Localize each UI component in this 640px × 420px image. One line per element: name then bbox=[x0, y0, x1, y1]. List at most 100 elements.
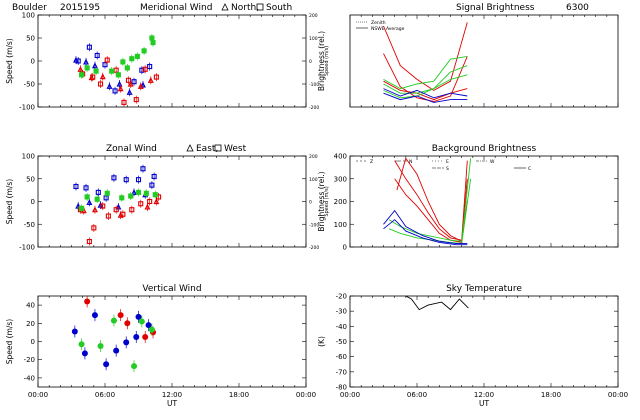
vertical-wind-panel: 40 20 0 -20 -40 Speed (m/s) 00:00 06:00 12:00 18:… bbox=[5, 284, 316, 408]
chart-title: Sky Temperature bbox=[446, 284, 522, 294]
x-tick-label: 12:00 bbox=[474, 391, 494, 399]
y-tick-label: 400 bbox=[334, 153, 347, 161]
y-right-axis-label: Speed (m/s) bbox=[324, 186, 330, 216]
y-tick-label: 300 bbox=[334, 175, 347, 183]
meridional-wind-panel: 100 50 0 -50 -100 200 100 0 -100 -200 Speed (m/s) S… bbox=[5, 3, 330, 112]
series-line bbox=[383, 65, 468, 94]
y-right-tick-label: 200 bbox=[309, 154, 318, 160]
data-point bbox=[133, 333, 140, 340]
data-point bbox=[142, 333, 149, 340]
plot-frame bbox=[37, 295, 307, 388]
legend-label: Z bbox=[370, 159, 373, 165]
data-point bbox=[97, 343, 104, 350]
plot-frame bbox=[349, 155, 619, 248]
series-line bbox=[394, 178, 468, 243]
zonal-wind-panel: 100 50 0 -50 -100 200 100 0 -100 -200 Speed (m/s) S… bbox=[5, 144, 330, 252]
y-tick-label: 100 bbox=[22, 153, 35, 161]
triangle-legend-icon bbox=[221, 3, 229, 11]
data-point bbox=[71, 328, 78, 335]
legend-label: W bbox=[490, 159, 495, 165]
series-line bbox=[383, 74, 468, 99]
y-right-tick-label: -200 bbox=[309, 245, 319, 251]
legend-west: West bbox=[224, 144, 247, 154]
data-point bbox=[138, 318, 145, 325]
y-right-tick-label: -100 bbox=[309, 82, 319, 88]
y-tick-label: -50 bbox=[336, 338, 347, 346]
legend-nswe: NSWE Average bbox=[371, 26, 405, 32]
y-axis-label: Speed (m/s) bbox=[5, 38, 14, 84]
triangle-legend-icon bbox=[186, 144, 194, 152]
data-point bbox=[103, 361, 110, 368]
y-axis-label: Brightness (rel.) bbox=[317, 31, 326, 91]
x-tick-label: 00:00 bbox=[28, 391, 48, 399]
y-tick-label: -40 bbox=[24, 374, 35, 382]
y-tick-label: 0 bbox=[31, 338, 35, 346]
y-tick-label: -20 bbox=[24, 356, 35, 364]
series-line bbox=[383, 80, 468, 101]
data-point bbox=[110, 317, 117, 324]
y-right-tick-label: 0 bbox=[309, 59, 312, 65]
legend-label: S bbox=[446, 166, 449, 172]
y-tick-label: 50 bbox=[26, 35, 35, 43]
legend-label: N bbox=[409, 159, 412, 165]
chart-title-wavelength: 6300 bbox=[566, 3, 589, 13]
series-line bbox=[405, 295, 469, 311]
x-axis-label: UT bbox=[167, 399, 177, 408]
square-legend-icon bbox=[214, 144, 222, 152]
series-line bbox=[383, 88, 468, 99]
signal-brightness-panel: Brightness (rel.) Signal Brightness 6300 Ze… bbox=[317, 3, 619, 108]
data-point bbox=[113, 347, 120, 354]
y-tick-label: 0 bbox=[31, 198, 35, 206]
y-tick-label: 0 bbox=[343, 244, 347, 252]
data-point bbox=[124, 320, 131, 327]
data-point bbox=[84, 298, 91, 305]
x-tick-label: 18:00 bbox=[229, 391, 249, 399]
y-right-tick-label: 0 bbox=[309, 200, 312, 206]
data-point bbox=[135, 313, 142, 320]
data-point bbox=[91, 312, 98, 319]
square-legend-icon bbox=[256, 3, 264, 11]
y-right-tick-label: 100 bbox=[309, 36, 318, 42]
data-point bbox=[131, 363, 138, 370]
series-line bbox=[383, 219, 468, 246]
data-point bbox=[123, 339, 130, 346]
legend-east: East, bbox=[196, 144, 218, 154]
y-tick-label: -70 bbox=[336, 368, 347, 376]
y-tick-label: 200 bbox=[334, 198, 347, 206]
sky-temperature-panel: -20 -30 -40 -50 -60 -70 -80 (K) 00:00 06:00 12:00 1… bbox=[317, 284, 628, 408]
series-line bbox=[383, 22, 468, 91]
y-tick-label: 0 bbox=[31, 58, 35, 66]
y-tick-label: 20 bbox=[26, 320, 35, 328]
data-point bbox=[145, 322, 152, 329]
legend-label: E bbox=[446, 159, 449, 165]
x-tick-label: 00:00 bbox=[340, 391, 360, 399]
y-tick-label: 50 bbox=[26, 175, 35, 183]
data-point bbox=[148, 326, 155, 333]
x-tick-label: 18:00 bbox=[541, 391, 561, 399]
y-right-tick-label: 200 bbox=[309, 13, 318, 19]
data-point bbox=[78, 341, 85, 348]
date-code: 2015195 bbox=[60, 3, 100, 13]
legend-zenith: Zenith bbox=[371, 20, 386, 26]
y-axis-label: Speed (m/s) bbox=[5, 319, 14, 365]
series-line bbox=[383, 92, 468, 103]
x-tick-label: 06:00 bbox=[407, 391, 427, 399]
plot-frame bbox=[349, 295, 619, 388]
y-tick-label: -20 bbox=[336, 293, 347, 301]
background-brightness-panel: 400 300 200 100 0 Brightness (rel.) Background… bbox=[317, 144, 619, 252]
y-axis-label: Brightness (rel.) bbox=[317, 171, 326, 231]
y-tick-label: 40 bbox=[26, 302, 35, 310]
y-tick-label: -50 bbox=[24, 221, 35, 229]
chart-title: Vertical Wind bbox=[142, 284, 201, 294]
y-tick-label: -50 bbox=[24, 81, 35, 89]
y-tick-label: 100 bbox=[334, 221, 347, 229]
y-tick-label: -80 bbox=[336, 384, 347, 392]
series-line bbox=[394, 160, 468, 241]
x-tick-label: 12:00 bbox=[162, 391, 182, 399]
y-tick-label: -100 bbox=[19, 244, 35, 252]
y-tick-label: 100 bbox=[22, 12, 35, 20]
y-right-tick-label: -200 bbox=[309, 105, 319, 111]
x-tick-label: 00:00 bbox=[296, 391, 316, 399]
chart-title: Signal Brightness bbox=[456, 3, 535, 13]
